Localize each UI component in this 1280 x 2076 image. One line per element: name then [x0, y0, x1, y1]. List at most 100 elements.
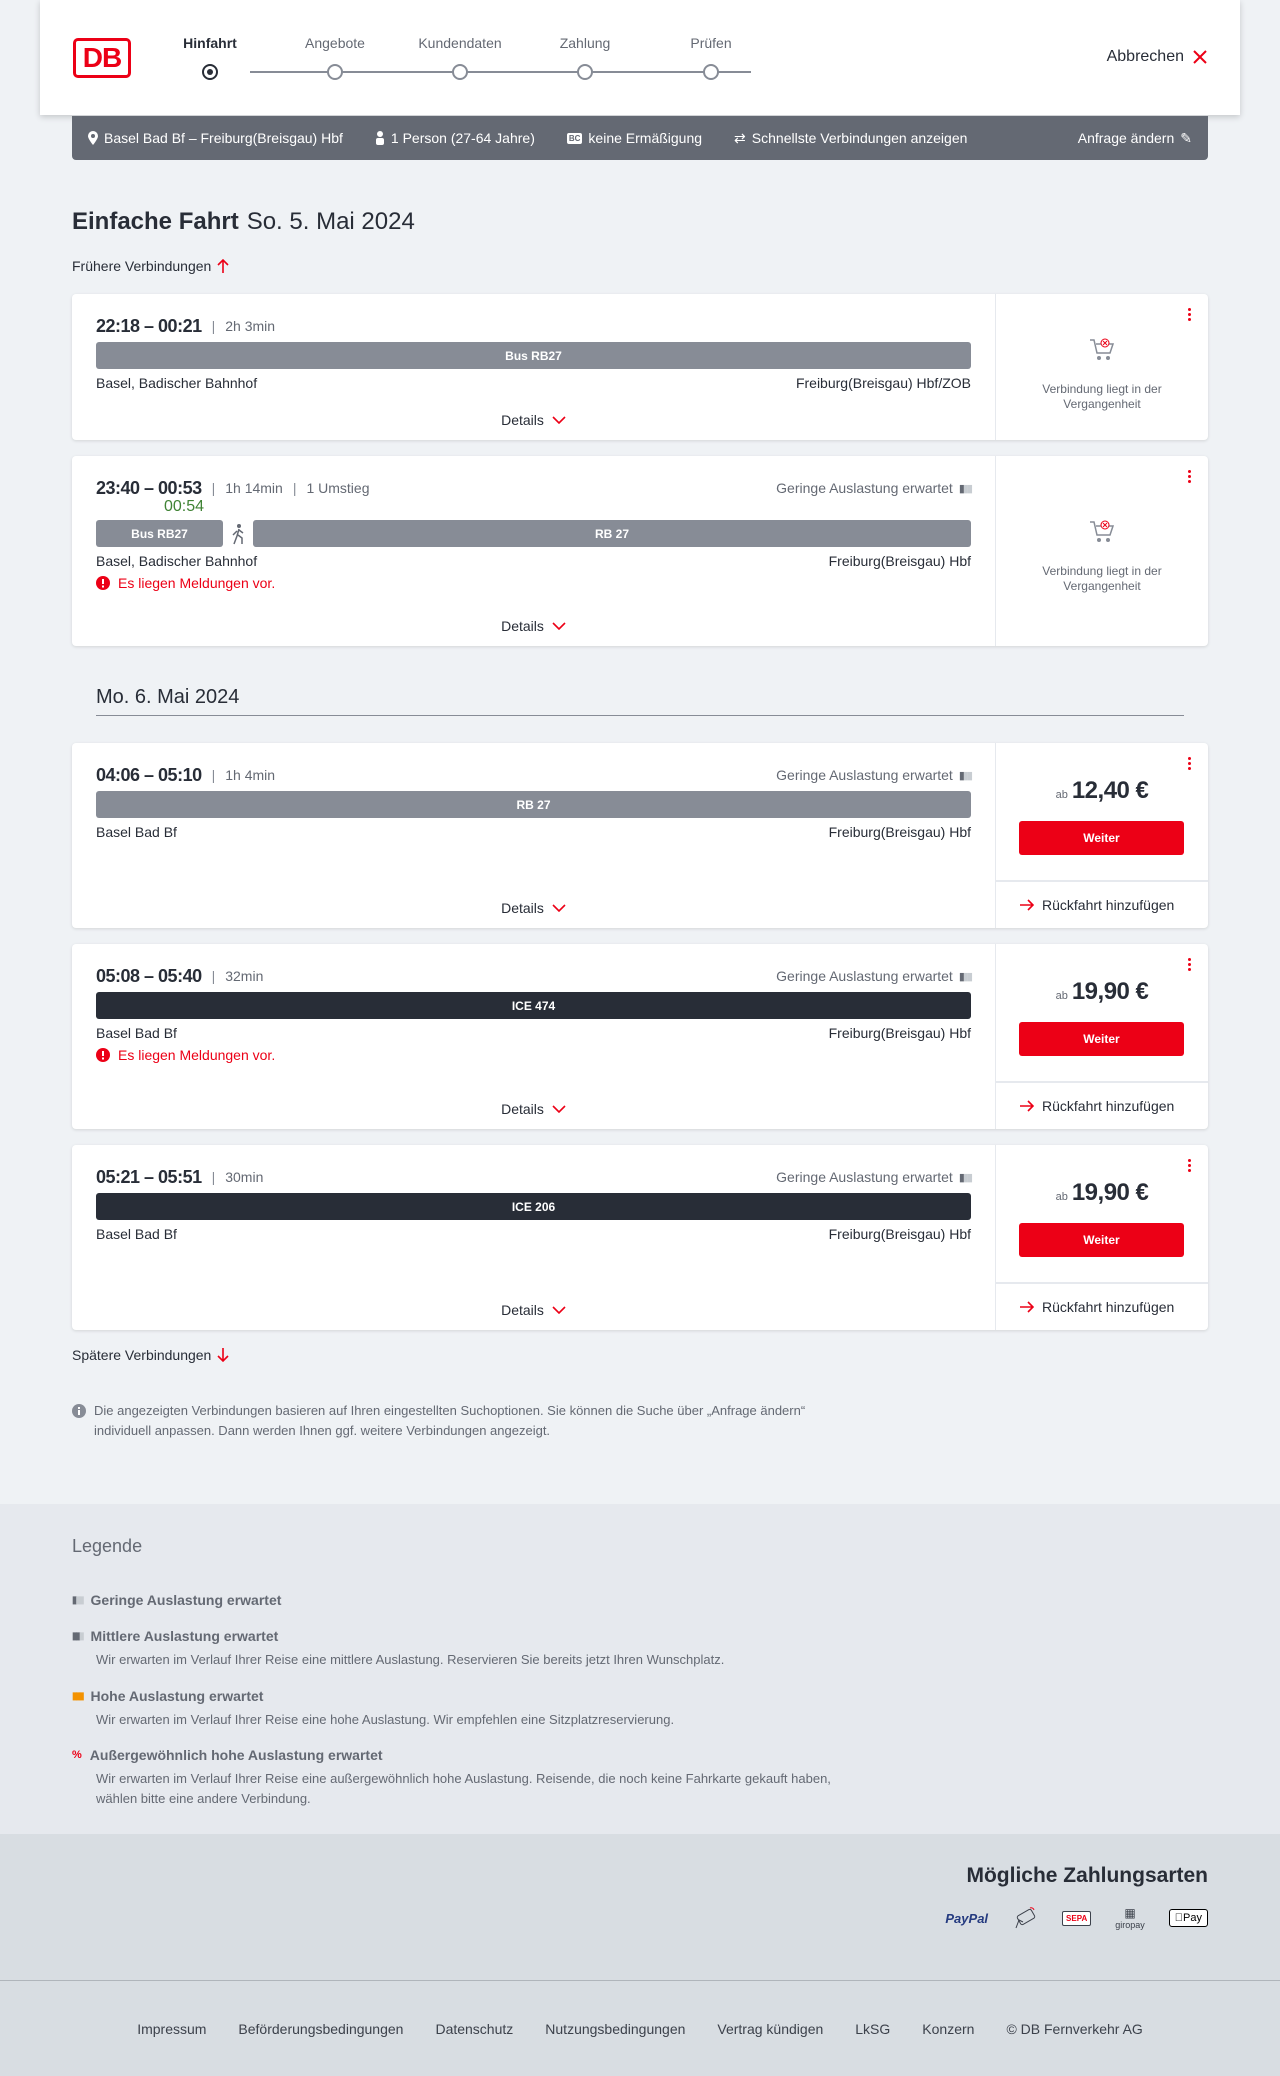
add-return-trip-button[interactable]: Rückfahrt hinzufügen — [996, 880, 1208, 928]
return-trip-label: Rückfahrt hinzufügen — [1042, 1098, 1175, 1114]
credit-card-icon — [1015, 1907, 1036, 1929]
step-dot — [452, 64, 468, 80]
message-notice[interactable]: Es liegen Meldungen vor. — [96, 575, 971, 591]
details-toggle[interactable]: Details — [72, 1101, 995, 1117]
leg-bar[interactable]: RB 27 — [253, 520, 971, 547]
origin-station: Basel Bad Bf — [96, 1226, 177, 1242]
connection-times: 04:06 – 05:10 — [96, 764, 202, 785]
duration: 2h 3min — [225, 318, 276, 334]
cart-unavailable-icon — [1090, 520, 1115, 542]
paypal-icon: PayPal — [945, 1910, 989, 1926]
footer-link-konzern[interactable]: Konzern — [922, 2020, 975, 2037]
details-toggle[interactable]: Details — [72, 412, 995, 428]
more-menu-icon[interactable] — [1188, 1159, 1192, 1174]
header: DB Hinfahrt Angebote Kundendaten Zahlung… — [40, 0, 1240, 115]
later-connections-link[interactable]: Spätere Verbindungen — [72, 1347, 229, 1363]
continue-button[interactable]: Weiter — [1019, 1223, 1184, 1257]
add-return-trip-button[interactable]: Rückfahrt hinzufügen — [996, 1081, 1208, 1129]
route-text: Basel Bad Bf – Freiburg(Breisgau) Hbf — [104, 130, 343, 146]
leg-bar[interactable]: ICE 206 — [96, 1193, 971, 1220]
leg-bar[interactable]: Bus RB27 — [96, 520, 223, 547]
progress-line — [250, 71, 751, 73]
origin-station: Basel Bad Bf — [96, 1025, 177, 1041]
details-label: Details — [501, 1101, 544, 1117]
footer-link-lksg[interactable]: LkSG — [855, 2020, 891, 2037]
trip-type: Einfache Fahrt — [72, 208, 239, 235]
duration: 30min — [225, 1169, 264, 1185]
details-label: Details — [501, 412, 544, 428]
occupancy-medium-icon: ▮▮▮ — [72, 1630, 84, 1642]
copyright: © DB Fernverkehr AG — [1006, 2020, 1143, 2037]
alert-icon — [96, 576, 110, 590]
connection-card: 04:06 – 05:10 | 1h 4min Geringe Auslastung … — [72, 743, 1208, 928]
close-icon — [1193, 50, 1207, 64]
more-menu-icon[interactable] — [1188, 308, 1192, 323]
footer-link-datenschutz[interactable]: Datenschutz — [435, 2020, 514, 2037]
occupancy-low-icon: ▮▮▮ — [958, 970, 973, 983]
more-menu-icon[interactable] — [1188, 757, 1192, 772]
details-toggle[interactable]: Details — [72, 1302, 995, 1318]
leg-bar[interactable]: Bus RB27 — [96, 342, 971, 369]
discount-text: keine Ermäßigung — [588, 130, 703, 146]
occupancy-label: Geringe Auslastung erwartet — [776, 1169, 953, 1185]
footer-link-nutzungsbedingungen[interactable]: Nutzungsbedingungen — [545, 2020, 686, 2037]
cancel-label: Abbrechen — [1106, 48, 1184, 65]
route: Basel Bad Bf – Freiburg(Breisgau) Hbf — [88, 130, 343, 146]
step-angebote: Angebote — [305, 35, 365, 51]
past-connection-text: Verbindung liegt in der Vergangenheit — [1042, 564, 1162, 593]
step-dot — [577, 64, 593, 80]
payment-section: Mögliche Zahlungsarten PayPal SEPA ▦ giro… — [0, 1834, 1280, 1980]
legend-item-text: Wir erwarten im Verlauf Ihrer Reise eine… — [96, 1712, 675, 1727]
query-summary-bar: Basel Bad Bf – Freiburg(Breisgau) Hbf 1 … — [72, 116, 1208, 160]
duration: 32min — [225, 968, 264, 984]
occupancy-low-icon: ▮▮▮ — [958, 482, 973, 495]
chevron-down-icon — [552, 622, 566, 630]
chevron-down-icon — [552, 416, 566, 424]
info-note: Die angezeigten Verbindungen basieren au… — [72, 1401, 852, 1441]
db-logo[interactable]: DB — [73, 38, 131, 78]
footer-link-befoerderungsbedingungen[interactable]: Beförderungsbedingungen — [238, 2020, 404, 2037]
info-icon — [72, 1404, 86, 1418]
leg-bar[interactable]: ICE 474 — [96, 992, 971, 1019]
continue-button[interactable]: Weiter — [1019, 821, 1184, 855]
details-toggle[interactable]: Details — [72, 900, 995, 916]
change-query-button[interactable]: Anfrage ändern ✎ — [1078, 130, 1192, 147]
connection-card: 23:40 – 00:53 | 1h 14min | 1 Umstieg Geringe … — [72, 456, 1208, 646]
details-label: Details — [501, 1302, 544, 1318]
page-title: Einfache Fahrt So. 5. Mai 2024 — [72, 208, 415, 236]
passengers-text: 1 Person (27-64 Jahre) — [390, 130, 535, 146]
destination-station: Freiburg(Breisgau) Hbf — [828, 1226, 971, 1242]
connection-card: 22:18 – 00:21 | 2h 3min Bus RB27 Basel, Ba… — [72, 294, 1208, 440]
price: ab 19,90 € — [996, 978, 1208, 1006]
location-pin-icon — [88, 131, 98, 145]
payment-title: Mögliche Zahlungsarten — [966, 1864, 1208, 1887]
step-kundendaten: Kundendaten — [418, 35, 502, 51]
legend-item: ▮▮▮ Hohe Auslastung erwartet Wir erwarten … — [72, 1688, 872, 1730]
trip-date: So. 5. Mai 2024 — [246, 208, 415, 235]
occupancy: Geringe Auslastung erwartet ▮▮▮ — [776, 767, 973, 783]
message-notice[interactable]: Es liegen Meldungen vor. — [96, 1047, 971, 1063]
chevron-down-icon — [552, 1306, 566, 1314]
add-return-trip-button[interactable]: Rückfahrt hinzufügen — [996, 1282, 1208, 1330]
occupancy-label: Geringe Auslastung erwartet — [776, 767, 953, 783]
footer-link-impressum[interactable]: Impressum — [137, 2020, 207, 2037]
alert-icon — [96, 1048, 110, 1062]
message-text: Es liegen Meldungen vor. — [118, 1047, 276, 1063]
chevron-down-icon — [552, 1105, 566, 1113]
earlier-connections-link[interactable]: Frühere Verbindungen — [72, 258, 229, 274]
fastest-option: ⇄ Schnellste Verbindungen anzeigen — [734, 130, 967, 147]
footer-link-vertrag-kuendigen[interactable]: Vertrag kündigen — [717, 2020, 824, 2037]
details-toggle[interactable]: Details — [72, 618, 995, 634]
leg-bar[interactable]: RB 27 — [96, 791, 971, 818]
occupancy-label: Geringe Auslastung erwartet — [776, 968, 953, 984]
price: ab 12,40 € — [996, 777, 1208, 805]
legend-item: % Außergewöhnlich hohe Auslastung erwarte… — [72, 1747, 872, 1809]
occupancy-low-icon: ▮▮▮ — [72, 1594, 85, 1606]
arrow-right-icon — [1020, 1100, 1034, 1112]
earlier-label: Frühere Verbindungen — [72, 258, 212, 274]
passengers: 1 Person (27-64 Jahre) — [375, 130, 535, 146]
continue-button[interactable]: Weiter — [1019, 1022, 1184, 1056]
more-menu-icon[interactable] — [1188, 470, 1192, 485]
more-menu-icon[interactable] — [1188, 958, 1192, 973]
cancel-button[interactable]: Abbrechen — [1107, 48, 1208, 66]
